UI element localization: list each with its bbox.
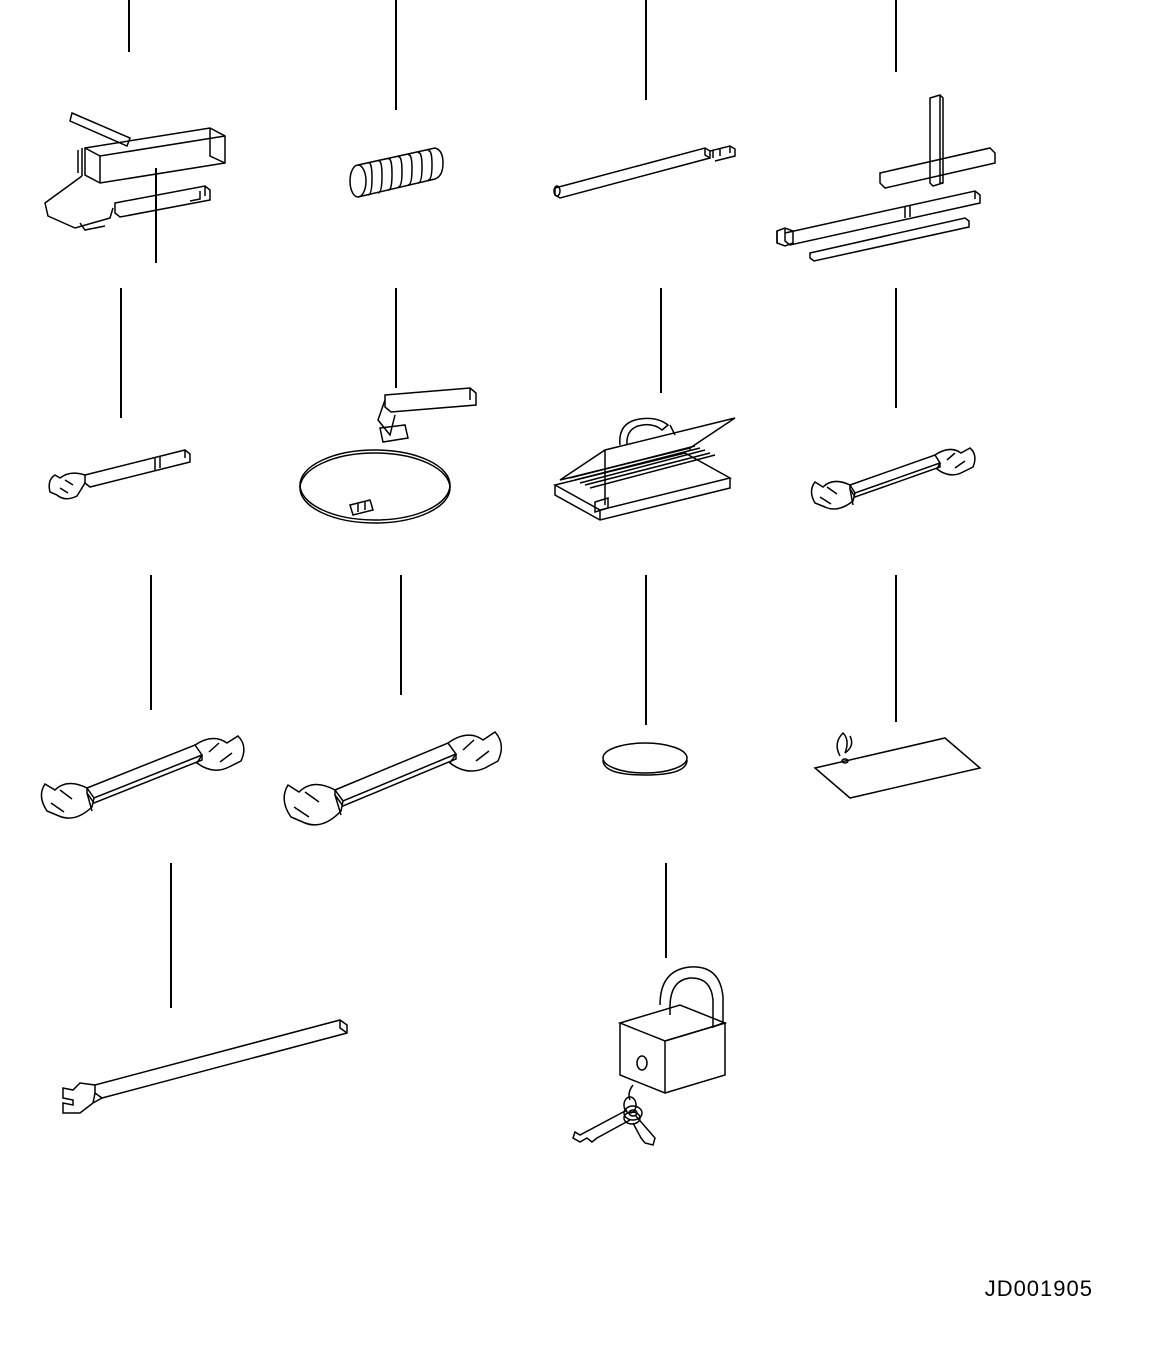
cell-open-wrench-large — [270, 575, 520, 863]
leader-line — [895, 288, 897, 408]
leader-line — [128, 0, 130, 52]
drive-rod-icon — [535, 128, 755, 208]
leader-line — [895, 0, 897, 72]
document-id: JD001905 — [985, 1276, 1093, 1302]
leader-line — [895, 575, 897, 722]
grease-gun-icon — [30, 108, 240, 268]
cell-socket-wrench-small — [20, 288, 270, 576]
cell-padlock — [520, 863, 770, 1151]
socket-wrench-icon — [775, 93, 1015, 273]
cell-filter-wrench — [270, 288, 520, 576]
tag-plate-icon — [795, 718, 995, 818]
cell-empty-r3c3 — [770, 863, 1020, 1151]
cell-socket-wrench — [770, 0, 1020, 288]
leader-line — [120, 288, 122, 418]
o-ring-icon — [590, 733, 700, 783]
cell-open-wrench-medium — [20, 575, 270, 863]
leader-line — [150, 575, 152, 710]
cell-grease-cartridge — [270, 0, 520, 288]
open-wrench-medium-icon — [35, 703, 255, 833]
leader-line — [645, 0, 647, 100]
padlock-icon — [545, 955, 745, 1155]
tool-box-icon — [540, 390, 750, 530]
cell-grease-gun — [20, 0, 270, 288]
filter-wrench-icon — [290, 380, 500, 540]
tool-diagram-grid — [20, 0, 1020, 1150]
cell-drive-rod — [520, 0, 770, 288]
leader-line — [400, 575, 402, 695]
cell-o-ring — [520, 575, 770, 863]
grease-cartridge-icon — [320, 123, 470, 213]
cell-empty-r3c1 — [270, 863, 520, 1151]
socket-wrench-small-icon — [35, 430, 205, 510]
leader-line — [395, 0, 397, 110]
leader-line — [665, 863, 667, 958]
leader-line — [170, 863, 172, 1008]
leader-line — [660, 288, 662, 393]
cell-open-wrench-small — [770, 288, 1020, 576]
open-wrench-small-icon — [805, 415, 985, 525]
open-wrench-large-icon — [280, 698, 510, 838]
cell-tag-plate — [770, 575, 1020, 863]
cell-tool-box — [520, 288, 770, 576]
leader-line — [395, 288, 397, 388]
cell-spanner-bar — [20, 863, 270, 1151]
leader-line — [645, 575, 647, 725]
